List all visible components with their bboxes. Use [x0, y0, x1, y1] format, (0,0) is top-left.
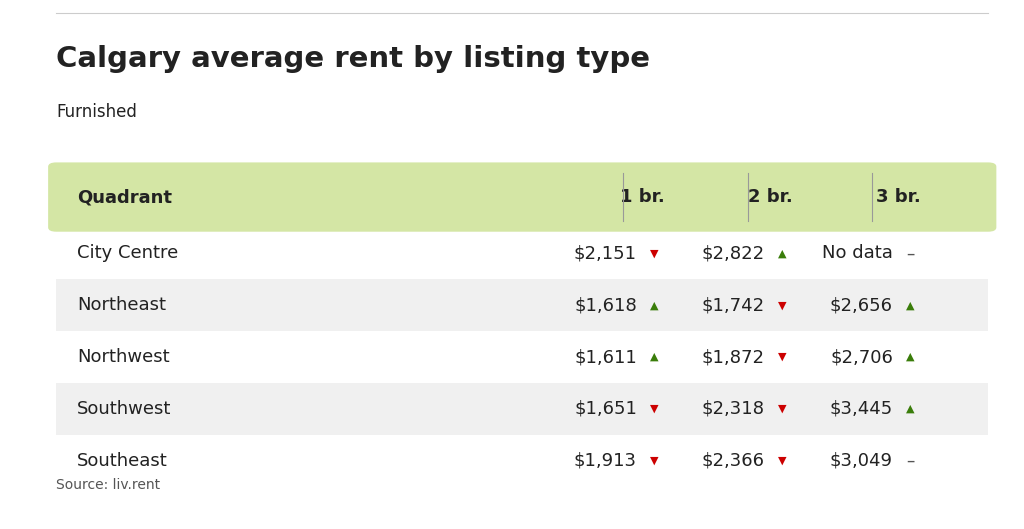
- Text: $1,742: $1,742: [701, 296, 765, 314]
- Text: Source: liv.rent: Source: liv.rent: [56, 478, 161, 492]
- Text: $2,706: $2,706: [830, 348, 893, 366]
- Text: ▼: ▼: [778, 456, 786, 466]
- Text: $2,822: $2,822: [701, 244, 765, 262]
- Text: ▼: ▼: [778, 300, 786, 310]
- Text: –: –: [906, 452, 914, 470]
- Text: 2 br.: 2 br.: [748, 188, 793, 206]
- Text: City Centre: City Centre: [77, 244, 178, 262]
- Text: $2,366: $2,366: [701, 452, 765, 470]
- Text: –: –: [906, 244, 914, 262]
- Text: ▼: ▼: [778, 352, 786, 362]
- Text: $1,618: $1,618: [574, 296, 637, 314]
- Text: $1,611: $1,611: [574, 348, 637, 366]
- Text: $3,049: $3,049: [829, 452, 893, 470]
- Text: Southwest: Southwest: [77, 400, 171, 418]
- Text: Southeast: Southeast: [77, 452, 168, 470]
- Text: ▼: ▼: [650, 249, 658, 258]
- Text: ▼: ▼: [650, 456, 658, 466]
- Text: $2,318: $2,318: [701, 400, 765, 418]
- Text: $1,913: $1,913: [573, 452, 637, 470]
- Text: ▼: ▼: [650, 404, 658, 414]
- Text: No data: No data: [822, 244, 893, 262]
- Text: ▲: ▲: [778, 249, 786, 258]
- Text: ▲: ▲: [906, 404, 914, 414]
- Text: 1 br.: 1 br.: [620, 188, 665, 206]
- Text: ▲: ▲: [650, 300, 658, 310]
- Text: Furnished: Furnished: [56, 103, 137, 121]
- Text: $1,872: $1,872: [701, 348, 765, 366]
- Text: $2,151: $2,151: [573, 244, 637, 262]
- Text: ▲: ▲: [650, 352, 658, 362]
- Text: Northeast: Northeast: [77, 296, 166, 314]
- Text: ▼: ▼: [778, 404, 786, 414]
- Text: Quadrant: Quadrant: [77, 188, 172, 206]
- Text: $2,656: $2,656: [829, 296, 893, 314]
- Text: ▲: ▲: [906, 352, 914, 362]
- Text: ▲: ▲: [906, 300, 914, 310]
- Text: 3 br.: 3 br.: [876, 188, 921, 206]
- Text: $3,445: $3,445: [829, 400, 893, 418]
- Text: Northwest: Northwest: [77, 348, 169, 366]
- Text: Calgary average rent by listing type: Calgary average rent by listing type: [56, 45, 650, 73]
- Text: $1,651: $1,651: [574, 400, 637, 418]
